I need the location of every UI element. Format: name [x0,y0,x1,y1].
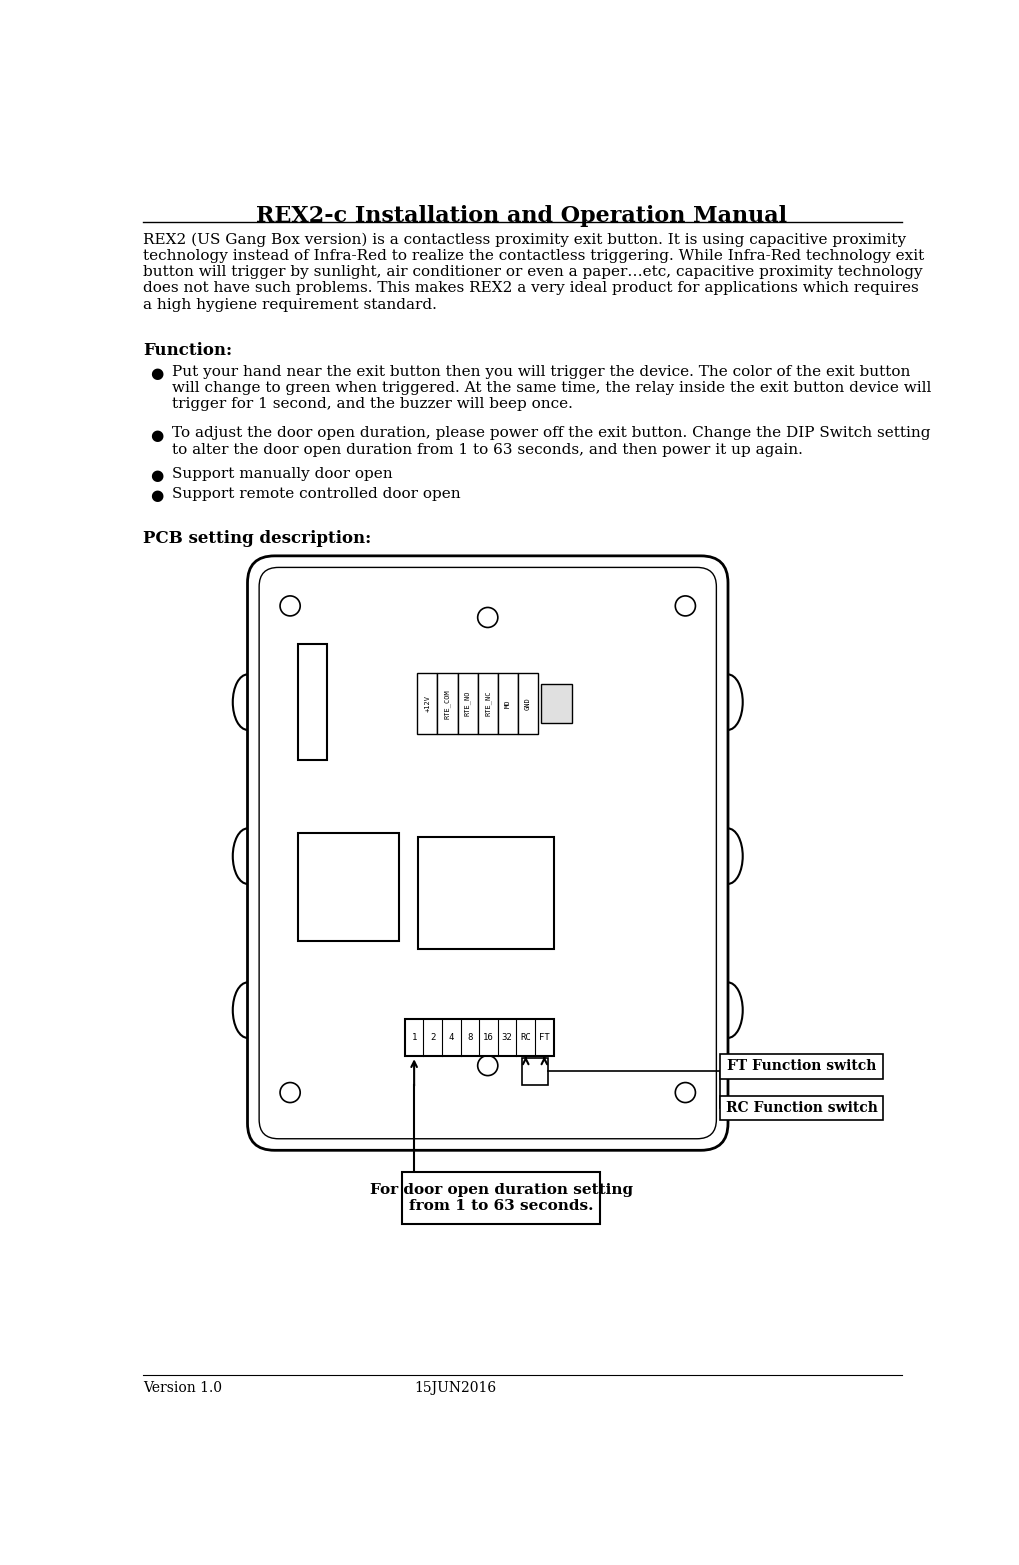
Bar [437,673,458,734]
Text: REX2 (US Gang Box version) is a contactless proximity exit button. It is using c: REX2 (US Gang Box version) is a contactl… [143,233,924,311]
Bar [405,1019,553,1056]
Text: 15JUN2016: 15JUN2016 [414,1382,496,1396]
Bar [298,833,398,941]
Bar [417,673,437,734]
Text: ●: ● [150,429,163,443]
Bar [478,673,498,734]
Circle shape [676,596,695,617]
Text: Function:: Function: [143,341,232,358]
Bar [498,673,518,734]
Circle shape [478,607,498,628]
Text: ●: ● [150,468,163,484]
Text: PCB setting description:: PCB setting description: [143,531,371,548]
Bar [522,1058,548,1085]
Text: ●: ● [150,488,163,502]
Text: Put your hand near the exit button then you will trigger the device. The color o: Put your hand near the exit button then … [172,365,931,412]
FancyBboxPatch shape [248,556,728,1150]
Bar [298,645,327,761]
Text: +12V: +12V [424,695,430,712]
Text: 32: 32 [501,1033,513,1042]
Text: 2: 2 [430,1033,435,1042]
Circle shape [676,1083,695,1103]
Bar [720,1096,883,1121]
Text: Version 1.0: Version 1.0 [143,1382,222,1396]
Text: FT Function switch: FT Function switch [727,1060,876,1074]
Bar [720,1055,883,1078]
Text: FT: FT [539,1033,549,1042]
Text: Support manually door open: Support manually door open [172,466,393,480]
Bar [518,673,538,734]
Bar [541,684,573,723]
Text: Support remote controlled door open: Support remote controlled door open [172,487,461,501]
Text: ●: ● [150,366,163,382]
Text: 8: 8 [468,1033,473,1042]
Text: REX2-c Installation and Operation Manual: REX2-c Installation and Operation Manual [257,205,788,227]
Text: RC: RC [521,1033,531,1042]
Text: RTE_COM: RTE_COM [444,689,450,718]
Text: To adjust the door open duration, please power off the exit button. Change the D: To adjust the door open duration, please… [172,427,930,457]
Text: 4: 4 [448,1033,454,1042]
Circle shape [280,596,301,617]
Text: MO: MO [504,700,511,707]
Text: GND: GND [525,698,531,711]
Bar [458,673,478,734]
Bar [418,837,553,948]
Text: 1: 1 [412,1033,417,1042]
Text: RC Function switch: RC Function switch [726,1100,877,1114]
Circle shape [280,1083,301,1103]
Text: For door open duration setting
from 1 to 63 seconds.: For door open duration setting from 1 to… [370,1183,633,1213]
Text: RTE_NC: RTE_NC [484,692,491,717]
Circle shape [478,1055,498,1075]
Text: RTE_NO: RTE_NO [465,692,471,717]
Bar [403,1172,600,1224]
Text: 16: 16 [483,1033,494,1042]
